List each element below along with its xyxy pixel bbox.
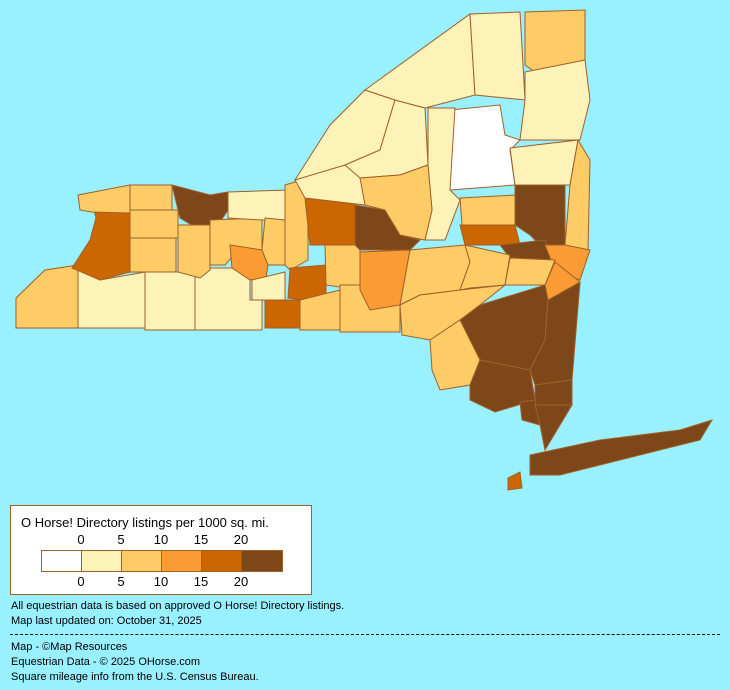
legend: O Horse! Directory listings per 1000 sq.… [10,505,312,595]
county-region [261,217,286,266]
legend-tick: 0 [77,532,85,547]
county-region [129,184,173,211]
county-region [144,271,196,331]
legend-swatch-1 [82,551,122,571]
census-credit: Square mileage info from the U.S. Census… [11,671,259,683]
county-region [359,164,433,241]
legend-tick: 10 [153,574,169,589]
county-region [264,299,301,329]
data-credit: Equestrian Data - © 2025 OHorse.com [11,656,201,668]
county-region [77,269,146,329]
county-region [459,194,516,226]
map-credit: Map - ©Map Resources [11,641,128,653]
county-region [129,237,177,273]
legend-swatch-2 [122,551,162,571]
county-region [177,224,211,279]
legend-tick: 15 [193,532,209,547]
county-region [71,202,131,281]
legend-swatch-5 [242,551,282,571]
last-updated: Map last updated on: October 31, 2025 [11,615,202,627]
county-region [77,184,131,214]
county-region [129,209,179,239]
county-region [304,197,356,246]
county-region [459,224,521,246]
new-york-county-map [15,9,714,491]
county-region [469,11,526,101]
legend-tick: 5 [117,532,125,547]
legend-tick: 20 [233,532,249,547]
legend-color-bar [41,550,283,572]
legend-tick: 15 [193,574,209,589]
legend-tick: 20 [233,574,249,589]
county-region [324,244,361,291]
divider [10,634,720,635]
data-source-note: All equestrian data is based on approved… [11,600,345,612]
legend-swatch-0 [42,551,82,571]
county-region [509,139,579,186]
county-region [519,59,591,141]
legend-swatch-3 [162,551,202,571]
county-region [15,264,79,329]
county-region [459,244,511,291]
county-region [449,104,521,191]
county-region [507,471,523,491]
county-region [534,379,573,406]
county-region [534,404,573,452]
legend-title: O Horse! Directory listings per 1000 sq.… [21,515,269,530]
legend-tick: 10 [153,532,169,547]
county-region [363,13,476,109]
county-region [529,419,714,476]
legend-tick: 5 [117,574,125,589]
legend-swatch-4 [202,551,242,571]
county-region [227,189,289,221]
legend-tick: 0 [77,574,85,589]
